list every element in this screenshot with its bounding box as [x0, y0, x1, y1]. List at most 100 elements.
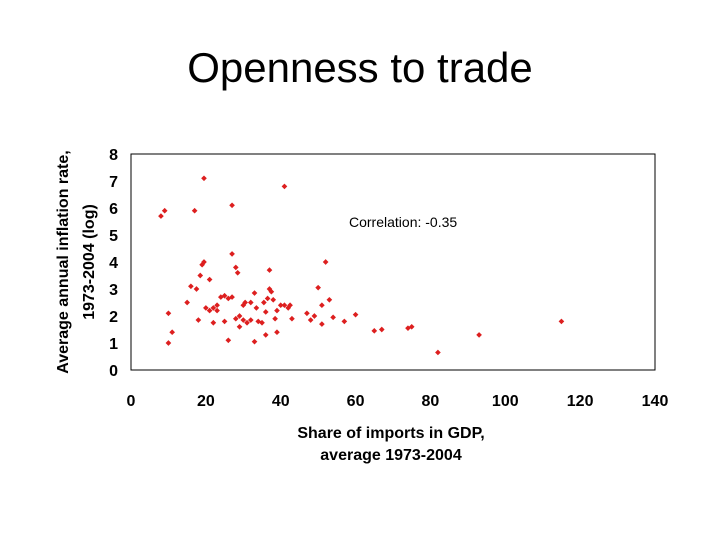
y-tick-label: 1: [109, 336, 118, 353]
data-point: [274, 307, 280, 314]
x-tick-label: 80: [422, 393, 440, 410]
data-point: [341, 318, 348, 325]
data-point: [262, 332, 269, 338]
data-point: [244, 319, 250, 326]
data-point: [229, 202, 235, 209]
data-point: [352, 311, 359, 318]
data-point: [197, 272, 204, 279]
data-point: [266, 267, 273, 273]
y-tick-label: 8: [109, 147, 118, 164]
data-point: [214, 302, 220, 309]
data-point: [236, 313, 243, 319]
data-point: [232, 264, 239, 271]
data-point: [251, 338, 258, 345]
page-title: Openness to trade: [187, 44, 533, 91]
y-axis-ticks: 0 1 2 3 4 5 6 7 8: [109, 147, 118, 380]
data-point: [311, 313, 318, 319]
data-point: [165, 340, 172, 346]
data-point: [232, 315, 239, 322]
x-tick-label: 40: [272, 393, 290, 410]
data-point: [408, 323, 415, 330]
y-axis-label-line-2: 1973-2004 (log): [81, 204, 98, 320]
data-point: [319, 302, 325, 309]
x-tick-label: 20: [197, 393, 215, 410]
data-point: [281, 302, 288, 309]
data-point: [371, 328, 378, 334]
data-point: [378, 326, 385, 333]
data-point: [259, 319, 265, 326]
data-point: [277, 302, 284, 309]
data-points: [158, 175, 565, 356]
data-point: [307, 317, 314, 323]
data-point: [193, 286, 200, 292]
x-tick-label: 60: [347, 393, 365, 410]
data-point: [191, 207, 198, 214]
data-point: [201, 175, 207, 182]
y-tick-label: 0: [109, 363, 118, 380]
data-point: [240, 317, 247, 323]
data-point: [221, 318, 228, 325]
data-point: [261, 299, 267, 306]
x-tick-label: 120: [567, 393, 594, 410]
data-point: [322, 259, 329, 265]
data-point: [203, 305, 209, 311]
data-point: [247, 317, 254, 323]
data-point: [229, 294, 235, 300]
data-point: [234, 269, 241, 276]
data-point: [558, 318, 565, 325]
data-point: [214, 307, 220, 314]
data-point: [165, 310, 172, 317]
data-point: [281, 183, 288, 190]
data-point: [236, 323, 243, 330]
x-axis-ticks: 0 20 40 60 80 100 120 140: [127, 393, 669, 410]
x-axis-label-line-2: average 1973-2004: [320, 447, 462, 464]
data-point: [210, 305, 217, 311]
data-point: [330, 314, 336, 321]
data-point: [253, 305, 260, 311]
data-point: [435, 349, 441, 356]
data-point: [201, 259, 207, 265]
y-tick-label: 3: [109, 282, 118, 299]
data-point: [270, 296, 277, 303]
data-point: [206, 276, 213, 283]
data-point: [476, 332, 482, 338]
x-tick-label: 140: [642, 393, 669, 410]
y-tick-label: 6: [109, 201, 118, 218]
data-point: [158, 213, 164, 219]
data-point: [225, 337, 232, 344]
y-tick-label: 5: [109, 228, 118, 245]
data-point: [210, 319, 217, 326]
data-point: [169, 329, 175, 336]
x-tick-label: 100: [492, 393, 519, 410]
data-point: [262, 309, 269, 315]
data-point: [242, 299, 248, 306]
data-point: [251, 290, 258, 296]
y-tick-label: 2: [109, 309, 118, 326]
data-point: [268, 288, 275, 295]
data-point: [184, 299, 190, 306]
y-axis-label-line-1: Average annual inflation rate,: [55, 150, 72, 373]
data-point: [195, 317, 202, 323]
data-point: [221, 292, 228, 299]
data-point: [229, 251, 235, 257]
data-point: [247, 299, 254, 306]
data-point: [272, 315, 278, 322]
data-point: [304, 310, 310, 317]
data-point: [319, 321, 325, 327]
data-point: [274, 329, 280, 336]
data-point: [287, 302, 293, 309]
data-point: [289, 315, 295, 322]
x-tick-label: 0: [127, 393, 136, 410]
correlation-annotation: Correlation: -0.35: [349, 214, 457, 230]
y-tick-label: 4: [109, 255, 118, 272]
x-axis-label-line-1: Share of imports in GDP,: [297, 425, 484, 442]
data-point: [315, 284, 321, 291]
y-tick-label: 7: [109, 174, 118, 191]
plot-area: [130, 153, 656, 371]
data-point: [326, 296, 333, 303]
data-point: [206, 307, 213, 314]
data-point: [188, 283, 194, 290]
data-point: [161, 207, 168, 214]
data-point: [264, 295, 271, 302]
